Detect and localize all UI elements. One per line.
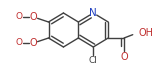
Text: O: O <box>120 52 128 63</box>
Text: N: N <box>89 8 97 18</box>
Text: Cl: Cl <box>89 56 98 65</box>
Text: O: O <box>30 12 37 22</box>
Text: OH: OH <box>138 28 153 38</box>
Text: O: O <box>30 38 37 48</box>
Text: O: O <box>15 12 22 21</box>
Text: O: O <box>15 38 22 47</box>
